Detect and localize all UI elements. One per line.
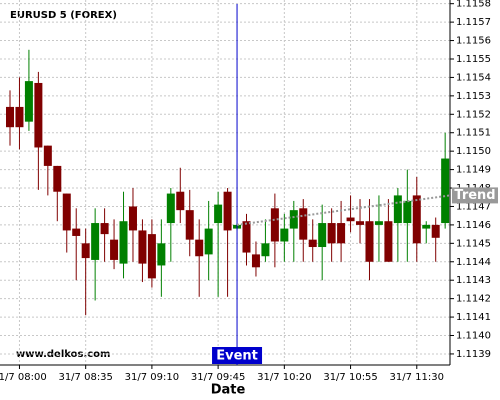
y-tick-label: 1.1141 — [456, 312, 491, 323]
y-tick-label: 1.1152 — [456, 109, 491, 120]
candle-body — [280, 228, 289, 242]
candle-body — [223, 191, 232, 231]
y-tick-label: 1.1158 — [456, 0, 491, 10]
trend-label-box — [452, 187, 498, 204]
candle-body — [147, 234, 156, 279]
candle-body — [356, 221, 365, 225]
y-tick-label: 1.1149 — [456, 165, 491, 176]
candle-body — [242, 221, 251, 253]
candle-body — [185, 210, 194, 240]
candle-body — [24, 81, 33, 122]
candle-body — [327, 223, 336, 244]
x-tick-label: 31/7 09:45 — [191, 372, 245, 383]
candle-body — [34, 82, 43, 148]
candle-body — [308, 239, 317, 248]
chart-title: EURUSD 5 (FOREX) — [10, 10, 117, 21]
event-label-box — [212, 347, 263, 364]
candle-body — [346, 217, 355, 222]
x-tick-label: 31/7 10:20 — [257, 372, 311, 383]
event-label: Event — [216, 349, 258, 364]
candle-body — [261, 243, 270, 257]
y-tick-label: 1.1146 — [456, 220, 491, 231]
candle-body — [195, 239, 204, 257]
candle-body — [6, 106, 14, 128]
candle-body — [251, 254, 260, 268]
candle-body — [176, 191, 185, 211]
y-tick-label: 1.1140 — [456, 331, 491, 342]
candle-body — [422, 224, 431, 229]
candle-body — [214, 204, 223, 224]
candle-body — [441, 158, 450, 224]
y-tick-label: 1.1155 — [456, 54, 491, 65]
candle-body — [53, 165, 62, 192]
candle-body — [138, 230, 147, 264]
y-tick-label: 1.1154 — [456, 72, 491, 83]
candle-body — [128, 206, 137, 231]
candle-body — [403, 200, 412, 224]
candle-body — [318, 223, 327, 248]
y-tick-label: 1.1142 — [456, 294, 491, 305]
candle-body — [289, 210, 298, 229]
x-axis-label: Date — [211, 383, 246, 398]
candle-body — [72, 228, 81, 236]
y-tick-label: 1.1151 — [456, 128, 491, 139]
candle-body — [157, 243, 166, 266]
x-tick-label: 31/7 11:30 — [390, 372, 444, 383]
candle-body — [100, 223, 109, 235]
candle-body — [374, 221, 383, 225]
candle-body — [43, 145, 52, 166]
candle-body — [110, 239, 119, 260]
marks-layer — [6, 49, 450, 316]
candle-body — [166, 193, 175, 224]
x-tick-label: 31/7 08:35 — [58, 372, 112, 383]
candle-body — [62, 193, 71, 231]
candle-body — [365, 221, 374, 262]
y-tick-label: 1.1143 — [456, 275, 491, 286]
y-tick-label: 1.1150 — [456, 146, 491, 157]
y-tick-label: 1.1144 — [456, 257, 491, 268]
y-tick-label: 1.1156 — [456, 36, 491, 47]
y-tick-label: 1.1153 — [456, 91, 491, 102]
candle-body — [299, 208, 308, 240]
candle-body — [384, 221, 393, 262]
grid-layer — [0, 0, 450, 365]
candle-body — [204, 228, 213, 255]
candle-body — [119, 221, 128, 264]
candle-body — [337, 223, 346, 244]
candle-body — [91, 223, 100, 260]
candle-body — [81, 243, 90, 259]
x-tick-label: 31/7 08:00 — [0, 372, 47, 383]
candle-body — [393, 195, 402, 224]
candle-body — [15, 106, 24, 128]
x-tick-label: 31/7 10:55 — [323, 372, 377, 383]
watermark: www.delkos.com — [16, 349, 110, 360]
x-tick-label: 31/7 09:10 — [125, 372, 179, 383]
candle-body — [431, 224, 440, 238]
y-tick-label: 1.1145 — [456, 238, 491, 249]
candle-body — [412, 195, 421, 244]
candle-body — [270, 208, 279, 242]
y-tick-label: 1.1157 — [456, 17, 491, 28]
y-tick-label: 1.1147 — [456, 201, 491, 212]
y-tick-label: 1.1139 — [456, 349, 491, 360]
trend-label: Trend — [454, 188, 495, 203]
